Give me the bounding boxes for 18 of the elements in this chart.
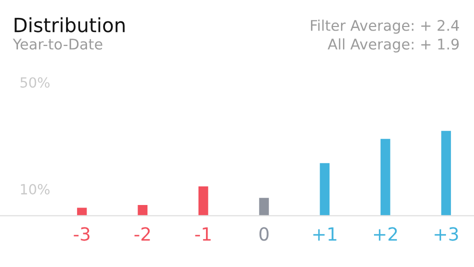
x-tick-label: 0	[259, 227, 269, 241]
x-tick-label: -2	[134, 227, 150, 241]
bar	[77, 208, 87, 216]
bar	[138, 205, 148, 216]
chart-subtitle: Year-to-Date	[12, 38, 102, 50]
bar	[198, 186, 208, 216]
bar	[320, 163, 330, 216]
bar	[259, 198, 269, 216]
text: Filter Average: + 2.4	[310, 20, 459, 34]
chart-title: Distribution	[14, 17, 125, 32]
x-tick-label: +2	[374, 227, 397, 241]
x-tick-label: -3	[74, 227, 90, 241]
x-tick-label: -1	[195, 227, 211, 241]
x-tick-label: +1	[313, 227, 336, 241]
x-tick-label: +3	[434, 227, 458, 241]
bar	[441, 130, 451, 216]
text: All Average: + 1.9	[328, 38, 459, 52]
bar	[380, 138, 390, 216]
